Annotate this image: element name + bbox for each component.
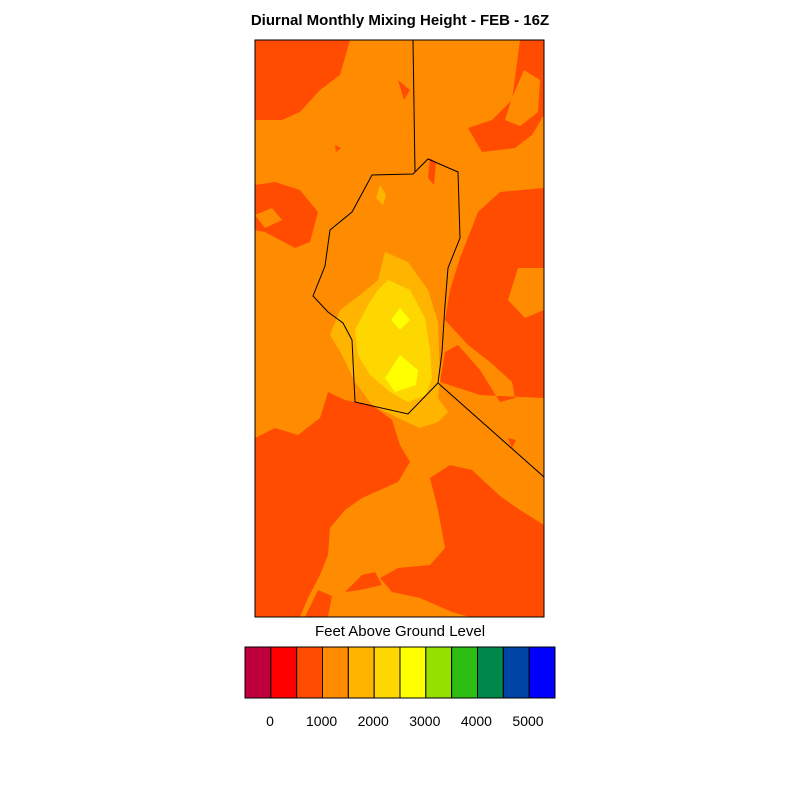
colorbar-swatch bbox=[451, 646, 478, 699]
colorbar-tick-label: 5000 bbox=[512, 713, 543, 729]
colorbar-tick-label: 0 bbox=[266, 713, 274, 729]
boundary-central-outline bbox=[312, 158, 461, 415]
colorbar-title: Feet Above Ground Level bbox=[314, 623, 486, 640]
contour-region-small-1 bbox=[398, 80, 410, 100]
contour-region-small-4 bbox=[508, 438, 516, 448]
contour-region-peak-1 bbox=[391, 308, 410, 330]
contour-region-top-left bbox=[255, 40, 350, 120]
colorbar-tick-label: 1000 bbox=[306, 713, 337, 729]
colorbar-swatch bbox=[425, 646, 453, 699]
contour-region-bottom-center bbox=[345, 572, 382, 592]
colorbar-swatch bbox=[502, 646, 530, 699]
contour-region-lower-right bbox=[380, 465, 544, 617]
contour-region-top-right-inner bbox=[505, 70, 540, 126]
colorbar-swatch bbox=[373, 646, 401, 699]
contour-region-small-5 bbox=[305, 590, 332, 617]
boundary-north-line bbox=[412, 39, 416, 173]
map-frame bbox=[254, 39, 545, 618]
colorbar-tick-label: 3000 bbox=[409, 713, 440, 729]
colorbar-swatch bbox=[347, 646, 375, 699]
colorbar-swatches bbox=[244, 646, 556, 699]
contour-region-left-mid-notch bbox=[255, 208, 282, 228]
colorbar-swatch bbox=[244, 646, 272, 699]
colorbar-swatch bbox=[477, 646, 504, 699]
colorbar-tick-label: 4000 bbox=[461, 713, 492, 729]
boundary-lines bbox=[312, 39, 545, 478]
map-title: Diurnal Monthly Mixing Height - FEB - 16… bbox=[250, 12, 550, 29]
contour-region-top-right bbox=[468, 40, 544, 152]
contour-region-right-mid bbox=[440, 188, 544, 402]
colorbar-swatch bbox=[322, 646, 349, 699]
colorbar-tick-label: 2000 bbox=[358, 713, 389, 729]
contour-region-lower-left bbox=[255, 392, 410, 617]
contour-region-right-mid-cut bbox=[508, 268, 544, 318]
colorbar-tick-labels: 0 1000 2000 3000 4000 5000 bbox=[266, 713, 544, 729]
colorbar-swatch bbox=[399, 646, 427, 699]
colorbar-swatch bbox=[528, 646, 556, 699]
boundary-southeast-line bbox=[437, 382, 545, 478]
contour-region-left-mid bbox=[255, 182, 318, 248]
contour-region-north-small-mid bbox=[376, 185, 386, 205]
colorbar-swatch bbox=[296, 646, 323, 699]
contour-region-small-3 bbox=[335, 145, 341, 152]
contour-region-peak-2 bbox=[385, 355, 418, 392]
contour-region-small-2 bbox=[428, 158, 436, 185]
colorbar-swatch bbox=[270, 646, 298, 699]
